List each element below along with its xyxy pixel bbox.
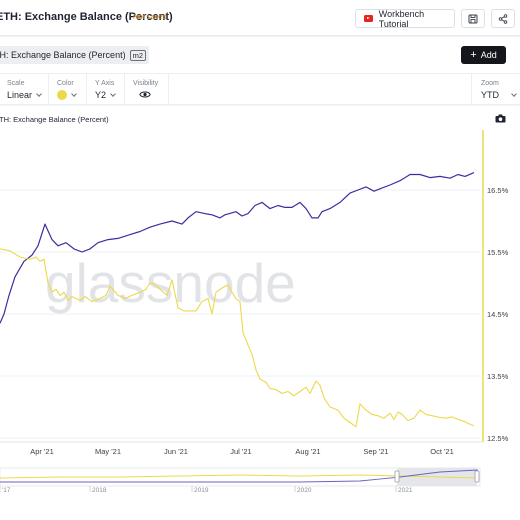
- y-tick-label: 15.5%: [487, 248, 509, 257]
- scale-control[interactable]: Scale Linear: [0, 74, 49, 105]
- metric-badge: m2: [129, 49, 146, 61]
- x-tick-label: May '21: [95, 447, 121, 456]
- camera-icon[interactable]: [495, 114, 506, 123]
- y-tick-label: 16.5%: [487, 186, 509, 195]
- share-icon: [498, 13, 508, 24]
- series-controls: Scale Linear Color Y Axis Y2 Visibility …: [0, 73, 520, 105]
- zoom-select[interactable]: YTD: [481, 90, 517, 100]
- visibility-control[interactable]: Visibility: [125, 74, 169, 105]
- metric-row: ETH: Exchange Balance (Percent) m2 + Add: [0, 37, 520, 73]
- x-tick-label: Jul '21: [230, 447, 251, 456]
- chevron-down-icon: [511, 90, 517, 97]
- page-title[interactable]: ETH: Exchange Balance (Percent): [0, 11, 173, 23]
- y-axis-select[interactable]: Y2: [95, 90, 116, 100]
- zoom-label: Zoom: [481, 80, 499, 87]
- x-tick-label: Apr '21: [30, 447, 54, 456]
- scale-value: Linear: [7, 90, 33, 100]
- x-tick-label: Jun '21: [164, 447, 188, 456]
- y-axis-control[interactable]: Y Axis Y2: [87, 74, 125, 105]
- youtube-icon: [364, 15, 373, 22]
- y-axis-value: Y2: [95, 90, 107, 100]
- visibility-toggle[interactable]: [139, 90, 151, 99]
- y-tick-label: 14.5%: [487, 310, 509, 319]
- y-axis-label: Y Axis: [95, 80, 115, 87]
- zoom-value: YTD: [481, 90, 499, 100]
- workbench-tutorial-button[interactable]: Workbench Tutorial: [355, 8, 455, 29]
- color-control[interactable]: Color: [49, 74, 87, 105]
- navigator-tick-label: 2019: [194, 487, 209, 494]
- navigator-handle[interactable]: [394, 470, 400, 483]
- visibility-label: Visibility: [133, 80, 159, 87]
- navigator[interactable]: [0, 467, 481, 487]
- share-button[interactable]: [491, 9, 515, 28]
- color-select[interactable]: [57, 90, 77, 100]
- plus-icon: +: [470, 48, 477, 61]
- navigator-tick-label: 2021: [398, 487, 413, 494]
- metric-chip[interactable]: ETH: Exchange Balance (Percent) m2: [0, 46, 149, 64]
- chevron-down-icon: [36, 90, 42, 97]
- workbench-tutorial-label: Workbench Tutorial: [378, 8, 425, 29]
- navigator-tick-label: '17: [2, 487, 11, 494]
- scale-select[interactable]: Linear: [7, 90, 42, 100]
- save-status: Not saved: [133, 12, 167, 21]
- line-chart[interactable]: glassnode 16.5% 15.5% 14.5% 13.5% 12.5% Apr '…: [0, 106, 520, 520]
- navigator-tick-label: 2020: [297, 487, 312, 494]
- scale-label: Scale: [7, 80, 25, 87]
- color-swatch: [57, 90, 67, 100]
- y-tick-label: 12.5%: [487, 434, 509, 443]
- x-tick-label: Sep '21: [363, 447, 388, 456]
- navigator-handle[interactable]: [474, 470, 480, 483]
- chart-card: ETH: Exchange Balance (Percent) glassnod…: [0, 106, 520, 520]
- navigator-series-line: [0, 474, 479, 479]
- metric-label: ETH: Exchange Balance (Percent): [0, 50, 126, 60]
- x-tick-label: Aug '21: [295, 447, 320, 456]
- x-tick-label: Oct '21: [430, 447, 454, 456]
- chart-title: ETH: Exchange Balance (Percent): [0, 115, 109, 124]
- price-series-line: [0, 172, 475, 324]
- y-tick-label: 13.5%: [487, 372, 509, 381]
- navigator-tick-label: 2018: [92, 487, 107, 494]
- floppy-icon: [468, 14, 478, 23]
- save-button[interactable]: [461, 9, 485, 28]
- color-label: Color: [57, 80, 74, 87]
- add-button-label: Add: [480, 50, 497, 60]
- eye-icon: [139, 91, 151, 98]
- top-header: ETH: Exchange Balance (Percent) Not save…: [0, 0, 520, 36]
- exchange-balance-line: [0, 248, 475, 428]
- navigator-series-line: [0, 469, 479, 483]
- zoom-control[interactable]: Zoom YTD: [471, 74, 520, 105]
- chevron-down-icon: [71, 90, 77, 97]
- watermark: glassnode: [45, 252, 296, 314]
- add-button[interactable]: + Add: [461, 46, 506, 64]
- chevron-down-icon: [110, 90, 116, 97]
